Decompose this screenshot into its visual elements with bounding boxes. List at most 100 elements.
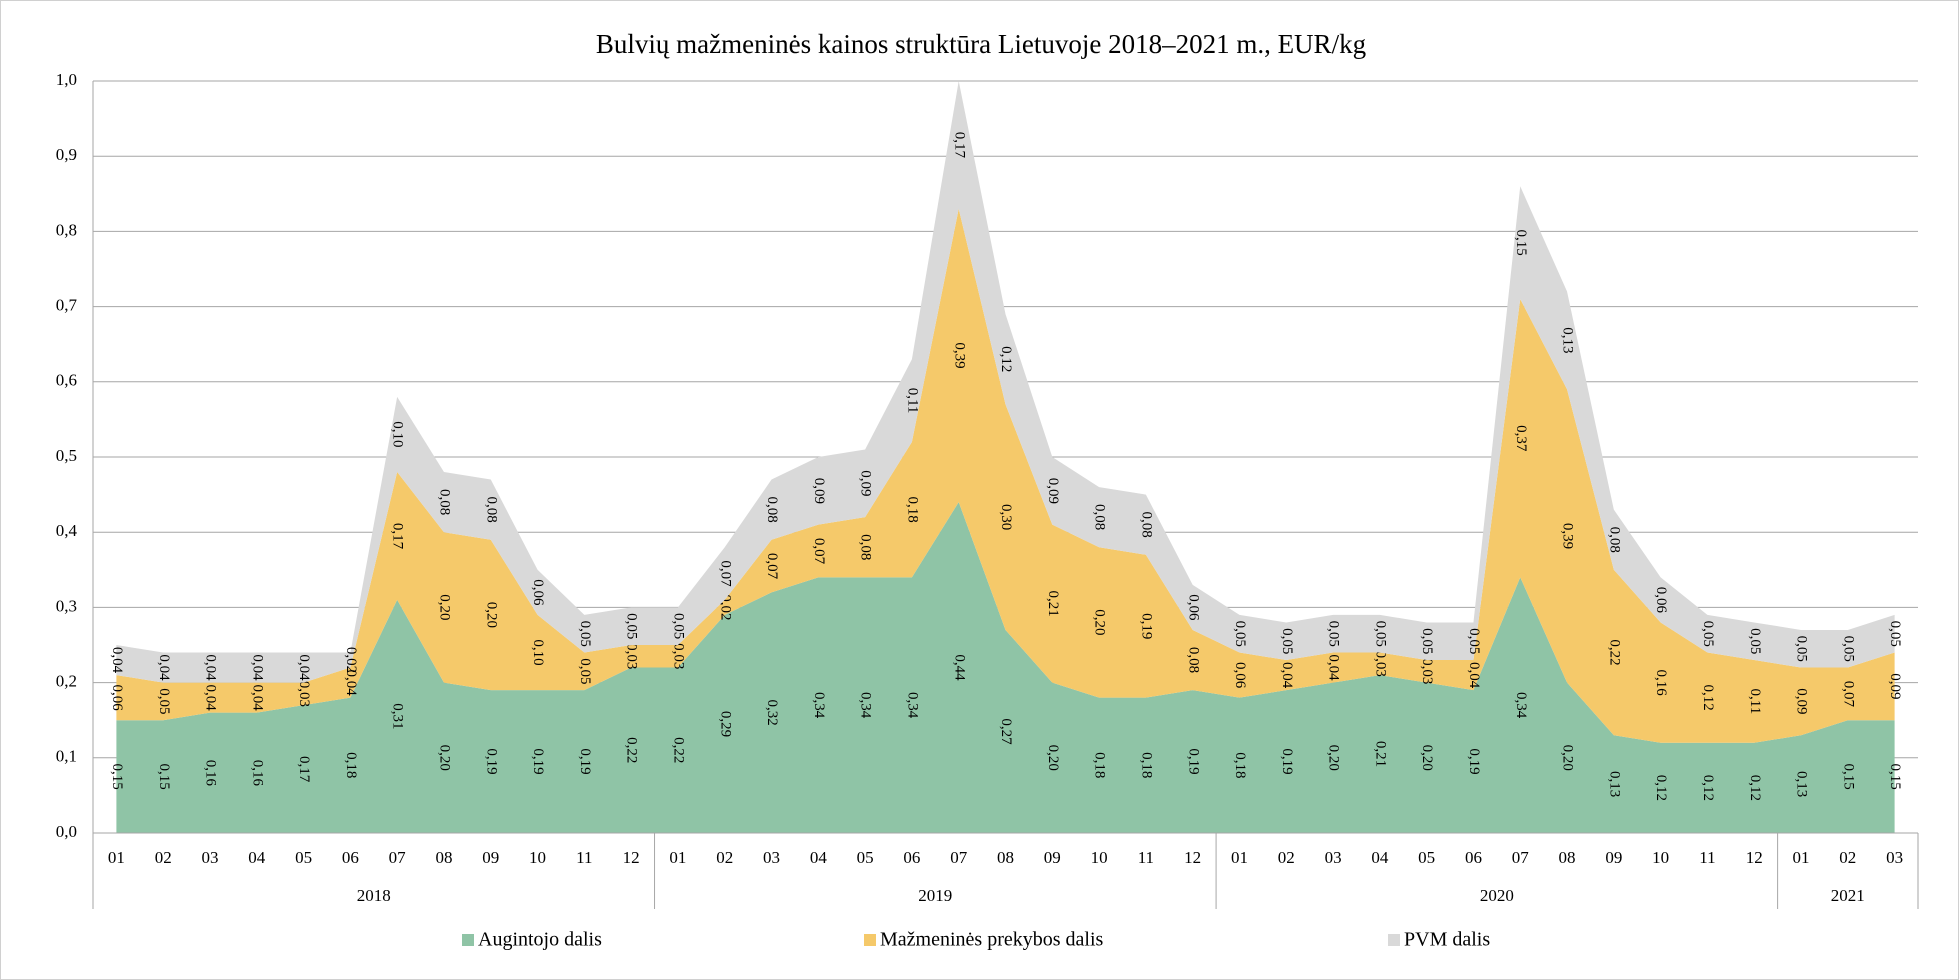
data-label: 0,05 (1794, 636, 1810, 662)
x-tick-label: 12 (1746, 848, 1763, 867)
x-tick-label: 09 (1605, 848, 1622, 867)
data-label: 0,04 (203, 654, 219, 681)
data-label: 0,32 (764, 700, 780, 726)
data-label: 0,06 (1232, 662, 1248, 689)
data-label: 0,44 (951, 654, 967, 681)
data-label: 0,39 (951, 342, 967, 368)
data-label: 0,20 (1045, 745, 1061, 771)
data-label: 0,09 (858, 470, 874, 496)
data-label: 0,27 (998, 718, 1014, 745)
x-tick-label: 01 (669, 848, 686, 867)
legend-swatch (1388, 934, 1400, 946)
data-label: 0,08 (483, 497, 499, 523)
data-label: 0,39 (1560, 523, 1576, 549)
y-tick-label: 1,0 (56, 70, 77, 89)
data-label: 0,15 (1513, 230, 1529, 256)
legend-label: Augintojo dalis (478, 929, 602, 951)
data-label: 0,18 (904, 497, 920, 523)
x-tick-label: 08 (1559, 848, 1576, 867)
x-tick-label: 01 (1231, 848, 1248, 867)
x-tick-label: 06 (342, 848, 359, 867)
data-label: 0,04 (1279, 662, 1295, 689)
data-label: 0,03 (1419, 658, 1435, 684)
data-label: 0,03 (1372, 651, 1388, 677)
data-label: 0,05 (577, 658, 593, 684)
y-tick-label: 0,7 (56, 296, 78, 315)
data-label: 0,12 (998, 346, 1014, 372)
data-label: 0,09 (1887, 673, 1903, 699)
data-label: 0,18 (1138, 752, 1154, 778)
x-tick-label: 03 (763, 848, 780, 867)
data-label: 0,34 (858, 692, 874, 719)
data-label: 0,08 (764, 497, 780, 523)
data-label: 0,04 (1326, 654, 1342, 681)
y-tick-label: 0,2 (56, 672, 77, 691)
x-tick-label: 09 (482, 848, 499, 867)
data-label: 0,04 (249, 685, 265, 712)
x-tick-label: 01 (108, 848, 125, 867)
x-tick-label: 05 (1418, 848, 1435, 867)
x-tick-label: 12 (1184, 848, 1201, 867)
chart-title: Bulvių mažmeninės kainos struktūra Lietu… (596, 29, 1366, 59)
x-tick-label: 11 (576, 848, 592, 867)
data-label: 0,05 (1887, 621, 1903, 647)
data-label: 0,18 (1092, 752, 1108, 778)
x-tick-label: 12 (623, 848, 640, 867)
y-tick-label: 0,8 (56, 220, 77, 239)
data-label: 0,12 (1700, 775, 1716, 801)
data-label: 0,18 (343, 752, 359, 778)
data-label: 0,06 (1653, 587, 1669, 614)
data-label: 0,03 (670, 643, 686, 669)
data-label: 0,05 (1466, 628, 1482, 654)
data-label: 0,05 (1279, 628, 1295, 654)
data-label: 0,15 (1887, 763, 1903, 789)
data-label: 0,16 (249, 760, 265, 787)
x-tick-label: 05 (857, 848, 874, 867)
data-label: 0,08 (858, 534, 874, 560)
data-label: 0,13 (1794, 771, 1810, 797)
x-tick-label: 06 (903, 848, 920, 867)
data-label: 0,06 (530, 579, 546, 606)
data-label: 0,09 (811, 478, 827, 504)
data-label: 0,05 (624, 613, 640, 639)
group-label: 2021 (1831, 886, 1865, 905)
data-label: 0,05 (1372, 621, 1388, 647)
data-label: 0,17 (951, 132, 967, 159)
data-label: 0,29 (717, 711, 733, 737)
x-tick-label: 02 (1839, 848, 1856, 867)
x-tick-label: 06 (1465, 848, 1482, 867)
data-label: 0,19 (1279, 748, 1295, 774)
data-label: 0,20 (1092, 609, 1108, 635)
data-label: 0,08 (437, 489, 453, 515)
x-tick-label: 11 (1138, 848, 1154, 867)
data-label: 0,18 (1232, 752, 1248, 778)
data-label: 0,03 (296, 681, 312, 707)
group-label: 2019 (918, 886, 952, 905)
data-label: 0,08 (1185, 647, 1201, 673)
data-label: 0,20 (1560, 745, 1576, 771)
x-tick-label: 02 (1278, 848, 1295, 867)
x-tick-label: 02 (155, 848, 172, 867)
data-label: 0,19 (530, 748, 546, 774)
x-tick-label: 11 (1699, 848, 1715, 867)
data-label: 0,34 (811, 692, 827, 719)
data-label: 0,05 (670, 613, 686, 639)
legend-label: PVM dalis (1404, 929, 1490, 951)
data-label: 0,04 (343, 669, 359, 696)
y-tick-label: 0,9 (56, 145, 77, 164)
data-label: 0,04 (109, 647, 125, 674)
data-label: 0,07 (811, 538, 827, 565)
data-label: 0,06 (1185, 594, 1201, 621)
x-tick-label: 01 (1793, 848, 1810, 867)
data-label: 0,37 (1513, 425, 1529, 452)
data-label: 0,16 (1653, 669, 1669, 696)
data-label: 0,12 (1653, 775, 1669, 801)
data-label: 0,04 (1466, 662, 1482, 689)
data-label: 0,02 (343, 647, 359, 673)
data-label: 0,20 (483, 602, 499, 628)
x-tick-label: 07 (389, 848, 407, 867)
y-tick-label: 0,5 (56, 446, 77, 465)
x-tick-label: 10 (529, 848, 546, 867)
data-label: 0,12 (1747, 775, 1763, 801)
y-tick-label: 0,1 (56, 747, 77, 766)
